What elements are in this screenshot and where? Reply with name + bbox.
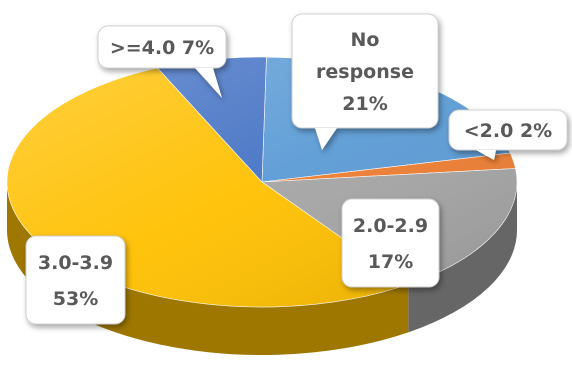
callout-box [341, 198, 440, 288]
label-3-0-3-9-line-0: 3.0-3.9 [38, 252, 113, 274]
label-no-response-line-2: 21% [342, 93, 387, 115]
callout-pointer [195, 68, 222, 98]
callout-2-0 [448, 109, 568, 160]
callout-4-0 [97, 25, 227, 98]
label-3-0-3-9-line-1: 53% [53, 288, 98, 310]
callout-box [25, 235, 126, 325]
callout-pointer [476, 150, 496, 160]
callout-pointer [315, 128, 337, 150]
data-labels: No response 21% <2.0 2% 2.0-2.9 17% 3.0-3.9 53%… [25, 13, 568, 325]
label-no-response-line-0: No [351, 29, 380, 51]
callout-box [291, 13, 439, 129]
callout-3-0-3-9 [25, 235, 126, 325]
callout-no-response [291, 13, 439, 150]
label-4-0-line-0: >=4.0 7% [110, 37, 214, 59]
label-2-0-2-9-line-0: 2.0-2.9 [353, 215, 428, 237]
callout-box [448, 109, 568, 151]
slice-side-2-0-2-9-0 [408, 182, 517, 333]
label-2-0-2-9-line-1: 17% [368, 251, 413, 273]
label-no-response-line-1: response [316, 61, 414, 83]
label-2-0-line-0: <2.0 2% [464, 120, 552, 142]
callout-box [97, 25, 227, 69]
callout-2-0-2-9 [341, 198, 440, 288]
